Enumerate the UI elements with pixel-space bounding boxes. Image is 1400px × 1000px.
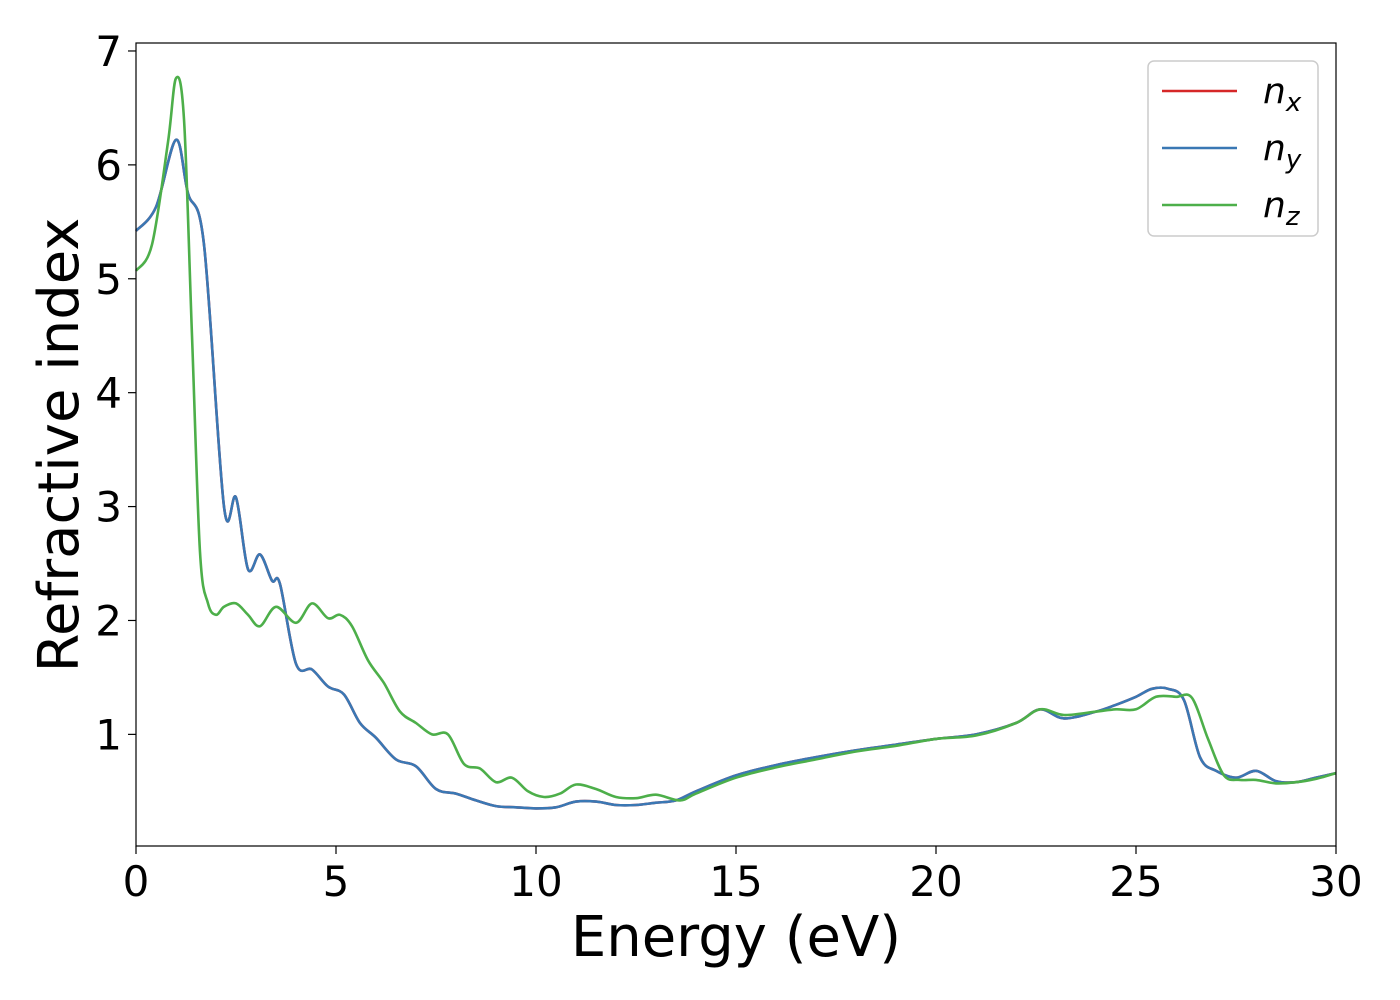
legend-label-subscript: z <box>1285 202 1301 232</box>
legend-label-z: nz <box>1263 185 1301 232</box>
legend-label-base: n <box>1263 71 1286 112</box>
x-tick-label: 20 <box>909 857 962 906</box>
plot-area <box>136 43 1336 846</box>
series-line-z <box>134 75 1337 802</box>
y-axis-ticks: 1 2 3 4 5 6 7 <box>95 27 136 759</box>
y-tick-label: 5 <box>95 255 122 304</box>
x-tick-label: 10 <box>509 857 562 906</box>
y-tick-label: 1 <box>95 710 122 759</box>
y-tick-label: 6 <box>95 141 122 190</box>
legend-label-base: n <box>1263 128 1286 169</box>
y-tick-label: 4 <box>95 369 122 418</box>
legend-label-subscript: y <box>1285 145 1302 175</box>
x-tick-label: 0 <box>123 857 150 906</box>
y-axis-label: Refractive index <box>27 218 92 673</box>
x-tick-label: 25 <box>1109 857 1162 906</box>
legend-label-base: n <box>1263 185 1286 226</box>
series-layer <box>134 75 1337 810</box>
x-axis-ticks: 0 5 10 15 20 25 30 <box>123 846 1363 906</box>
x-tick-label: 5 <box>323 857 350 906</box>
legend-label-x: nx <box>1263 71 1302 118</box>
x-tick-label: 15 <box>709 857 762 906</box>
series-line-y <box>134 138 1337 810</box>
x-tick-label: 30 <box>1309 857 1362 906</box>
y-tick-label: 7 <box>95 27 122 76</box>
x-axis-label: Energy (eV) <box>571 905 901 970</box>
y-tick-label: 2 <box>95 596 122 645</box>
legend-label-y: ny <box>1263 128 1302 175</box>
y-tick-label: 3 <box>95 483 122 532</box>
legend-label-subscript: x <box>1285 88 1302 118</box>
